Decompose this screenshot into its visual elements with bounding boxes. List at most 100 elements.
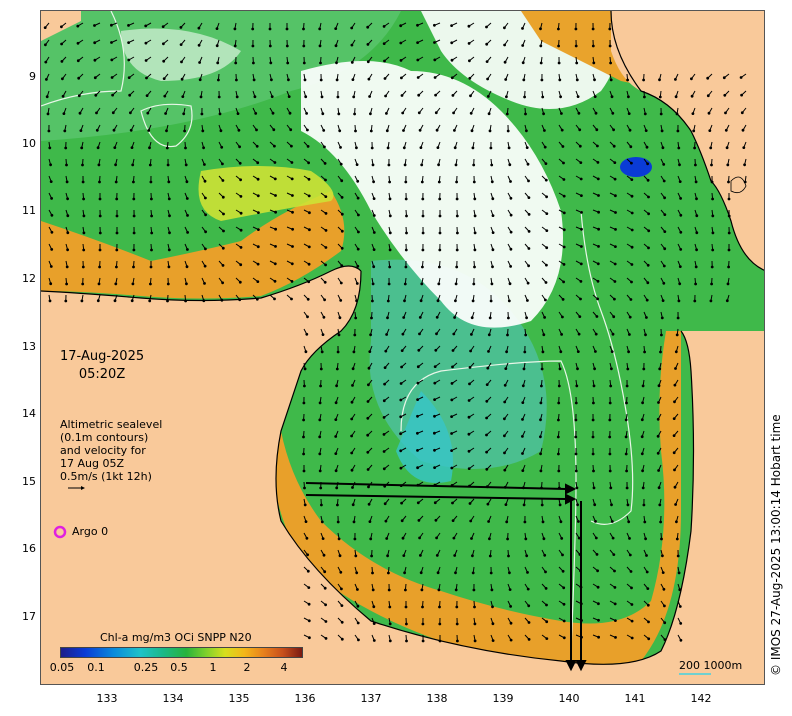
velocity-arrow-head	[450, 24, 453, 27]
velocity-arrow-head	[418, 332, 421, 336]
velocity-arrow-head	[419, 146, 423, 150]
velocity-arrow-head	[658, 95, 662, 99]
velocity-arrow-head	[336, 95, 340, 99]
velocity-arrow-head	[595, 128, 599, 132]
velocity-arrow-head	[308, 211, 311, 215]
velocity-arrow-head	[627, 95, 630, 99]
velocity-arrow-head	[609, 61, 612, 65]
velocity-arrow-head	[521, 61, 525, 65]
velocity-arrow-head	[166, 163, 170, 167]
velocity-arrow-head	[353, 333, 357, 337]
velocity-arrow-head	[592, 486, 596, 490]
velocity-arrow-head	[405, 214, 408, 218]
velocity-arrow-head	[130, 299, 134, 303]
velocity-arrow-head	[455, 605, 459, 609]
x-tick-label: 133	[96, 692, 118, 705]
velocity-arrow-head	[725, 299, 729, 303]
velocity-arrow-head	[203, 163, 206, 166]
velocity-arrow-head	[115, 248, 119, 252]
velocity-arrow-head	[354, 129, 357, 133]
velocity-arrow-head	[562, 161, 565, 165]
velocity-arrow-head	[438, 248, 442, 252]
velocity-arrow-head	[640, 452, 644, 456]
velocity-arrow-head	[486, 366, 490, 370]
velocity-arrow-head	[416, 449, 419, 452]
velocity-arrow-head	[254, 112, 258, 115]
velocity-arrow-head	[370, 146, 374, 150]
velocity-arrow-head	[509, 605, 512, 608]
velocity-arrow-head	[472, 180, 476, 184]
velocity-arrow-head	[740, 111, 744, 115]
velocity-arrow-head	[369, 129, 373, 133]
velocity-arrow-head	[352, 95, 356, 99]
velocity-arrow-head	[420, 163, 424, 167]
velocity-arrow-head	[302, 61, 306, 65]
velocity-arrow-head	[382, 416, 386, 419]
velocity-arrow-head	[558, 367, 562, 371]
velocity-arrow-head	[544, 281, 548, 284]
velocity-arrow-head	[340, 587, 343, 591]
cloud-area	[301, 61, 563, 328]
velocity-arrow-head	[491, 214, 495, 218]
velocity-arrow-head	[203, 179, 207, 183]
velocity-arrow-head	[490, 282, 494, 286]
velocity-arrow-head	[286, 61, 290, 65]
velocity-arrow-head	[290, 161, 294, 164]
velocity-arrow-head	[204, 196, 207, 200]
velocity-arrow-head	[545, 212, 549, 216]
velocity-arrow-head	[663, 230, 667, 234]
velocity-arrow-head	[233, 27, 237, 31]
velocity-arrow-head	[274, 210, 277, 214]
velocity-arrow-head	[215, 27, 219, 30]
velocity-arrow-head	[148, 146, 151, 150]
velocity-arrow-head	[399, 415, 403, 419]
velocity-arrow-head	[221, 246, 225, 250]
velocity-arrow-head	[336, 503, 339, 507]
velocity-arrow-head	[455, 265, 459, 269]
velocity-arrow-head	[403, 299, 406, 303]
colorbar	[60, 647, 303, 658]
velocity-arrow-head	[352, 520, 356, 524]
velocity-arrow-head	[630, 161, 633, 165]
velocity-arrow-head	[270, 95, 274, 98]
velocity-arrow-head	[451, 94, 455, 97]
velocity-arrow-head	[238, 280, 242, 284]
velocity-arrow-head	[609, 78, 613, 82]
velocity-arrow-head	[366, 400, 370, 403]
velocity-arrow-head	[127, 58, 131, 62]
velocity-arrow-head	[76, 24, 80, 28]
velocity-arrow-head	[132, 265, 135, 269]
velocity-arrow-head	[81, 265, 85, 269]
velocity-arrow-head	[642, 367, 646, 371]
velocity-arrow-head	[470, 537, 473, 540]
velocity-arrow-head	[388, 639, 392, 643]
velocity-arrow-head	[271, 111, 275, 115]
velocity-arrow-head	[401, 332, 405, 336]
velocity-arrow-head	[521, 418, 524, 421]
velocity-arrow-head	[450, 58, 454, 62]
velocity-arrow-head	[386, 554, 389, 558]
velocity-arrow-head	[166, 299, 169, 303]
velocity-arrow-head	[644, 537, 647, 541]
velocity-arrow-head	[454, 163, 458, 167]
velocity-arrow-head	[579, 177, 583, 181]
velocity-arrow-head	[505, 112, 509, 116]
velocity-arrow-head	[355, 163, 359, 167]
velocity-arrow-head	[367, 77, 371, 81]
velocity-arrow-head	[450, 398, 454, 402]
velocity-arrow-head	[110, 76, 114, 79]
velocity-arrow-head	[485, 399, 489, 403]
velocity-arrow-head	[435, 332, 438, 336]
velocity-arrow-head	[416, 381, 420, 385]
velocity-arrow-head	[350, 451, 354, 455]
velocity-arrow-head	[198, 78, 202, 82]
velocity-arrow-head	[627, 350, 630, 354]
velocity-arrow-head	[416, 431, 419, 435]
velocity-arrow-head	[647, 195, 650, 199]
velocity-arrow-head	[625, 384, 629, 388]
velocity-arrow-head	[340, 246, 344, 250]
velocity-arrow-head	[592, 469, 595, 473]
velocity-arrow-head	[557, 44, 560, 48]
velocity-arrow-head	[711, 248, 715, 252]
velocity-arrow-head	[197, 26, 201, 30]
